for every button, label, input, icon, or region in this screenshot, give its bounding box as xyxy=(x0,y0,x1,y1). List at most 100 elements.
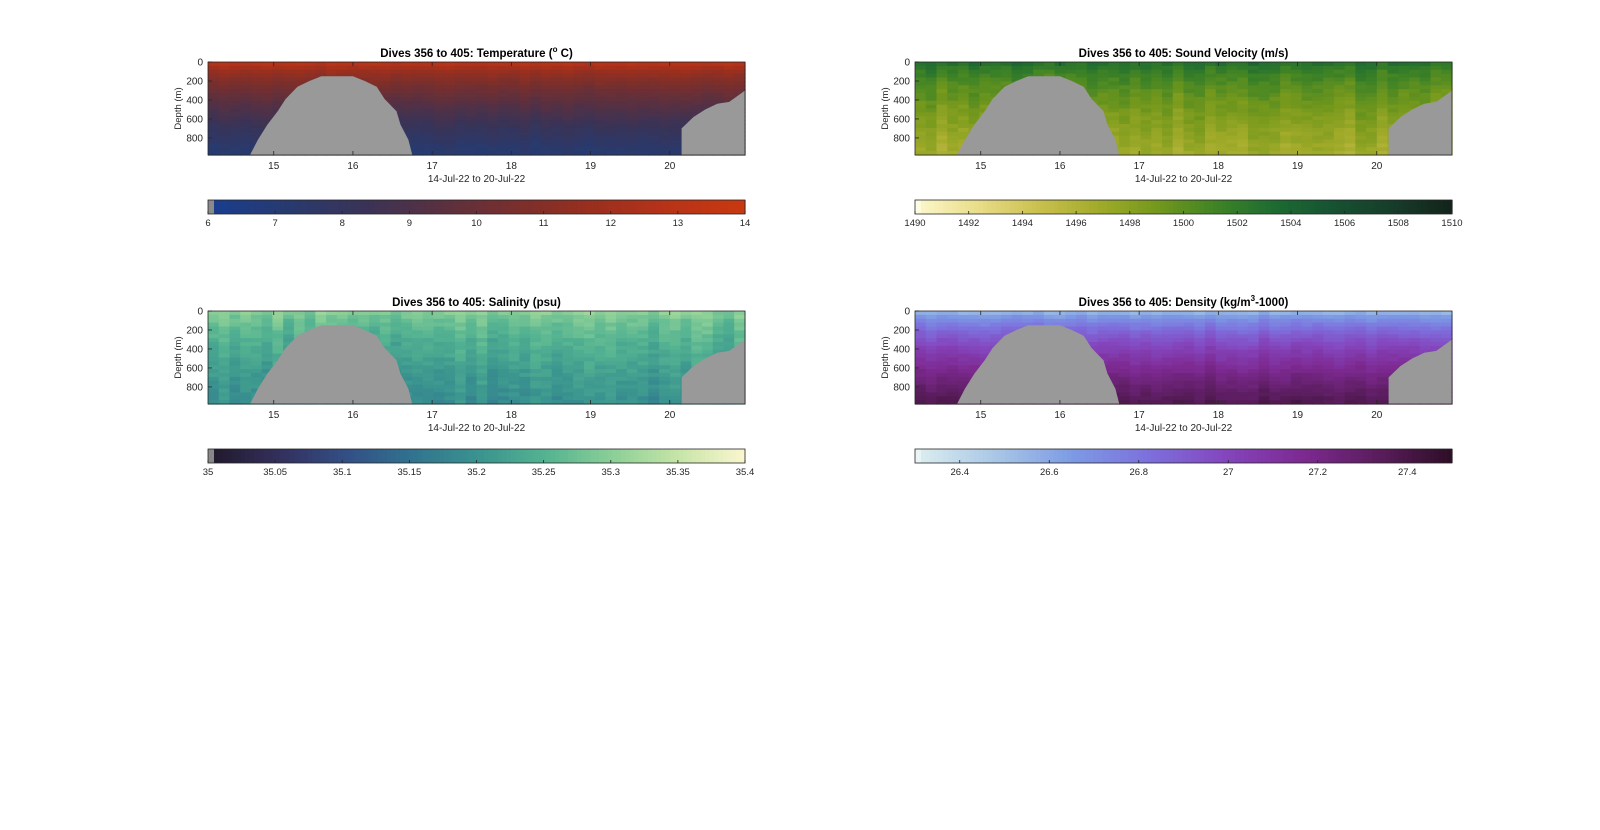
heatmap-cell xyxy=(1140,65,1152,71)
colorbar-swatch xyxy=(470,200,476,214)
heatmap-cell xyxy=(1237,388,1249,393)
heatmap-cell xyxy=(272,314,284,320)
heatmap-cell xyxy=(240,338,252,343)
heatmap-cell xyxy=(583,338,596,343)
heatmap-cell xyxy=(240,373,252,378)
heatmap-cell xyxy=(562,93,574,98)
heatmap-cell xyxy=(1269,69,1281,75)
heatmap-cell xyxy=(583,65,596,71)
heatmap-cell xyxy=(1312,73,1324,79)
heatmap-cell xyxy=(1269,131,1281,137)
colorbar-swatch xyxy=(298,449,304,463)
heatmap-cell xyxy=(487,151,499,156)
heatmap-cell xyxy=(455,77,467,82)
heatmap-cell xyxy=(1119,345,1131,351)
heatmap-cell xyxy=(444,124,456,129)
heatmap-cell xyxy=(1129,384,1142,390)
heatmap-cell xyxy=(336,311,349,316)
heatmap-cell xyxy=(979,93,991,98)
heatmap-cell xyxy=(573,400,585,405)
heatmap-cell xyxy=(315,322,327,328)
heatmap-cell xyxy=(455,349,467,355)
heatmap-cell xyxy=(1301,65,1313,71)
heatmap-cell xyxy=(240,361,252,366)
heatmap-cell xyxy=(626,376,639,382)
heatmap-cell xyxy=(583,369,596,374)
heatmap-cell xyxy=(1194,116,1206,121)
heatmap-cell xyxy=(947,318,959,324)
heatmap-cell xyxy=(562,373,574,378)
heatmap-cell xyxy=(497,326,510,331)
heatmap-cell xyxy=(1162,96,1174,102)
heatmap-cell xyxy=(465,322,478,328)
heatmap-cell xyxy=(1280,131,1292,137)
heatmap-cell xyxy=(1086,322,1099,328)
mask-right-ramp xyxy=(681,339,745,404)
heatmap-cell xyxy=(1280,120,1292,125)
heatmap-cell xyxy=(583,96,596,102)
heatmap-cell xyxy=(1441,77,1453,82)
heatmap-cell xyxy=(680,65,692,71)
heatmap-cell xyxy=(444,96,456,102)
heatmap-cell xyxy=(1000,69,1013,75)
heatmap-cell xyxy=(1000,326,1013,331)
heatmap-cell xyxy=(979,330,991,335)
heatmap-cell xyxy=(626,314,639,320)
heatmap-cell xyxy=(669,131,682,137)
mask-left-hill xyxy=(250,76,413,155)
heatmap-cell xyxy=(947,147,959,152)
heatmap-cell xyxy=(1387,89,1399,94)
colorbar-swatch xyxy=(1186,200,1192,214)
heatmap-cell xyxy=(702,65,714,71)
heatmap-cell xyxy=(1258,384,1271,390)
heatmap-cell xyxy=(1194,322,1206,328)
heatmap-cell xyxy=(680,93,692,98)
colorbar-swatch xyxy=(629,449,635,463)
heatmap-cell xyxy=(229,116,241,121)
heatmap-cell xyxy=(1172,81,1185,86)
heatmap-cell xyxy=(433,112,445,117)
heatmap-cell xyxy=(990,65,1002,71)
heatmap-cell xyxy=(1269,326,1281,331)
heatmap-cell xyxy=(680,85,692,90)
heatmap-cell xyxy=(605,326,617,331)
heatmap-cell xyxy=(605,345,617,351)
colorbar-swatch xyxy=(683,449,689,463)
heatmap-cell xyxy=(659,65,671,71)
heatmap-cell xyxy=(616,376,628,382)
colorbar-swatch xyxy=(1363,200,1369,214)
heatmap-cell xyxy=(1129,65,1142,71)
heatmap-cell xyxy=(616,342,628,347)
heatmap-cell xyxy=(283,73,295,79)
heatmap-cell xyxy=(1226,373,1238,378)
heatmap-cell xyxy=(1086,330,1099,335)
heatmap-cell xyxy=(605,65,617,71)
heatmap-cell xyxy=(648,127,660,133)
y-tick-label: 0 xyxy=(197,58,203,69)
heatmap-cell xyxy=(1237,322,1249,328)
heatmap-cell xyxy=(508,345,521,351)
heatmap-cell xyxy=(562,388,574,393)
heatmap-cell xyxy=(637,116,649,121)
heatmap-cell xyxy=(1194,112,1206,117)
heatmap-cell xyxy=(540,369,553,374)
heatmap-cell xyxy=(915,108,927,113)
heatmap-cell xyxy=(401,85,413,90)
heatmap-cell xyxy=(551,151,564,156)
heatmap-cell xyxy=(1129,85,1142,90)
heatmap-cell xyxy=(979,62,991,67)
heatmap-cell xyxy=(455,143,467,148)
colorbar-swatch xyxy=(1319,200,1325,214)
heatmap-cell xyxy=(433,135,445,141)
heatmap-cell xyxy=(691,100,703,106)
heatmap-cell xyxy=(433,127,445,133)
colorbar-tick-label: 35.1 xyxy=(333,467,352,478)
heatmap-cell xyxy=(422,376,435,382)
heatmap-cell xyxy=(530,330,542,335)
heatmap-cell xyxy=(1204,62,1217,67)
heatmap-cell xyxy=(990,314,1002,320)
heatmap-cell xyxy=(594,73,606,79)
heatmap-cell xyxy=(1140,369,1152,374)
heatmap-cell xyxy=(530,147,542,152)
heatmap-cell xyxy=(1226,143,1238,148)
